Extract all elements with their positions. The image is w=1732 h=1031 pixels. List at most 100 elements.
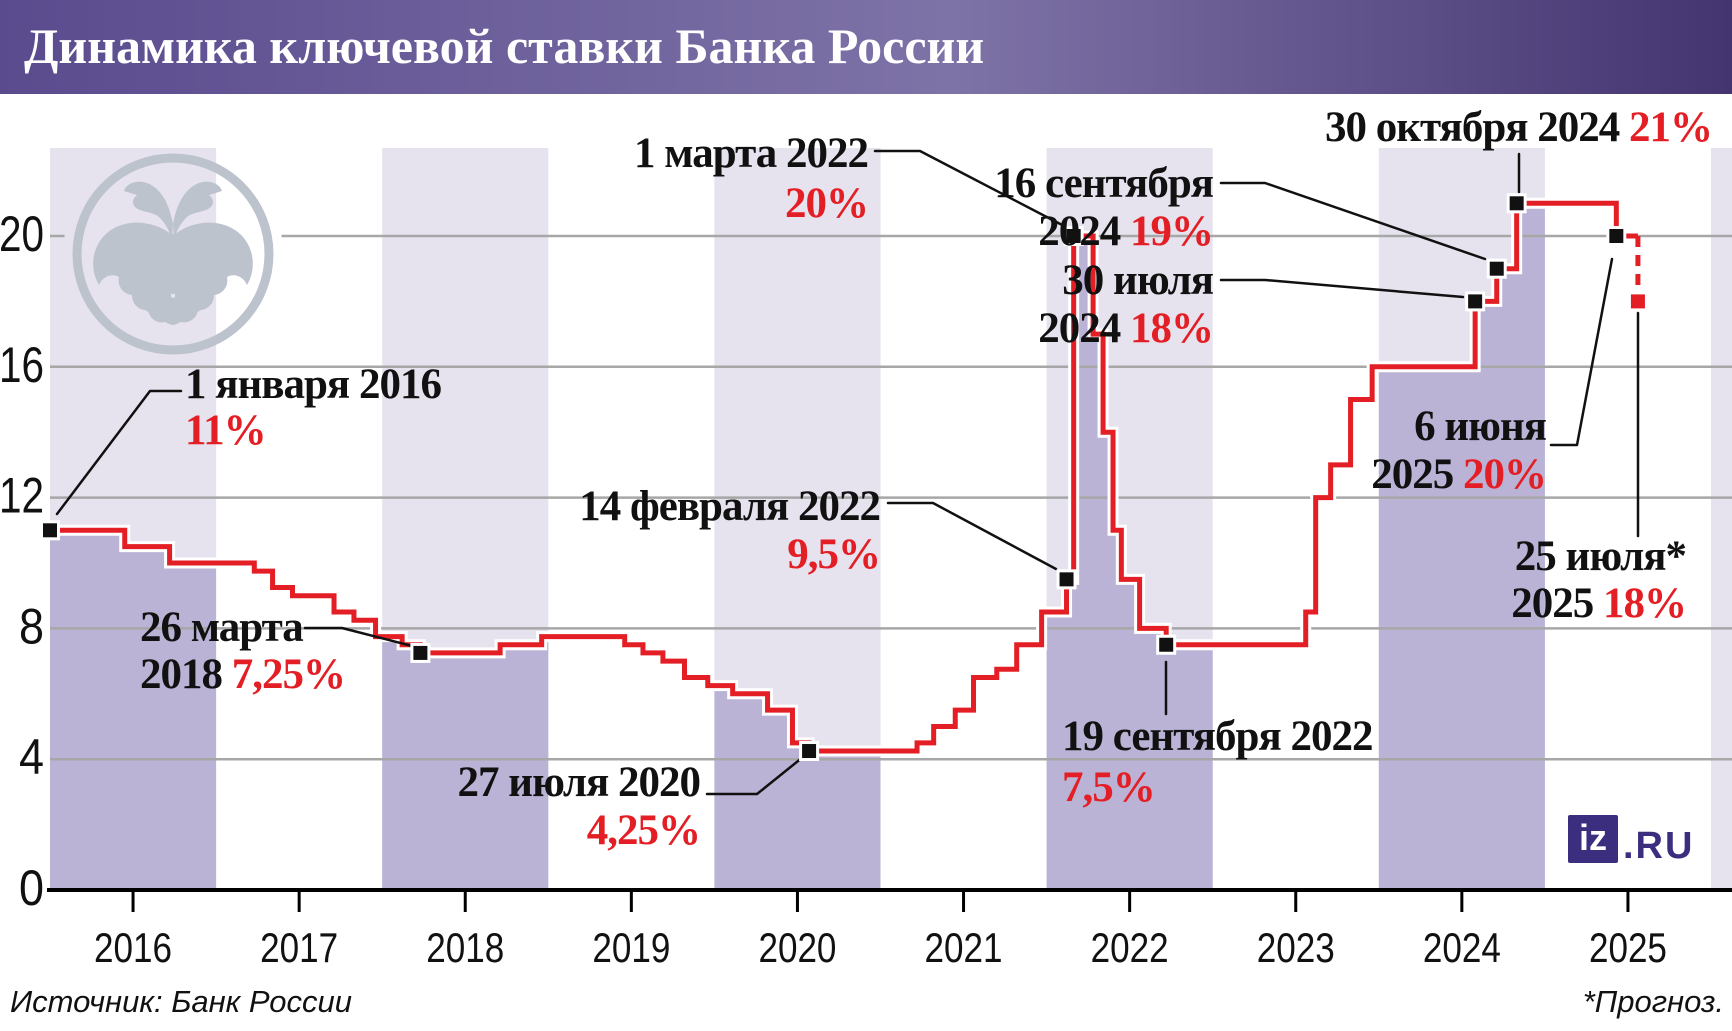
annotation-value: 7,5% (1062, 764, 1155, 811)
annotation-value: 19% (1130, 208, 1213, 255)
annotation-text: 4,25% (587, 807, 700, 854)
annotation-date: 6 июня (1414, 403, 1547, 450)
annotation-text: 2025 20% (1371, 451, 1546, 498)
data-point-marker (410, 642, 431, 663)
annotation-text: 30 июля (1062, 257, 1213, 304)
annotation-date: 26 марта (140, 604, 303, 651)
annotation-date: 19 сентября 2022 (1062, 713, 1372, 760)
callout-line (303, 626, 418, 649)
data-point-marker (1486, 258, 1507, 279)
eagle-tail-icon (154, 290, 192, 325)
source-note: Источник: Банк России (10, 984, 352, 1019)
data-point-marker (1063, 226, 1084, 246)
year-band (1711, 148, 1732, 890)
annotation-text: 1 января 2016 (185, 361, 441, 408)
forecast-note: *Прогноз. (1582, 984, 1724, 1019)
eagle-ring-icon (72, 153, 274, 355)
callout-line (886, 501, 1058, 571)
x-axis-label: 2024 (1423, 924, 1501, 971)
annotation-value: 4,25% (587, 807, 700, 854)
annotation-text: 1 марта 2022 (634, 130, 868, 177)
annotation-text: 11% (185, 407, 266, 454)
annotation-text: 2024 18% (1038, 305, 1213, 352)
callout-line (1219, 278, 1465, 299)
annotation-value: 20% (785, 180, 868, 227)
callout-line (705, 755, 805, 796)
annotation-date: 16 сентября (994, 160, 1213, 207)
annotation-date: 30 октября 2024 (1325, 104, 1629, 151)
callout-line (55, 389, 183, 516)
x-axis-label: 2020 (758, 924, 836, 971)
y-axis-label: 12 (0, 468, 44, 524)
x-axis-label: 2017 (260, 924, 338, 971)
annotation-date: 1 марта 2022 (634, 130, 868, 177)
cbr-eagle-watermark (72, 153, 274, 355)
annotation-date: 30 июля (1062, 257, 1213, 304)
izru-logo-suffix: .RU (1623, 825, 1695, 867)
chart-title: Динамика ключевой ставки Банка России (24, 18, 985, 74)
annotation-date: 25 июля* (1515, 533, 1686, 580)
x-axis-label: 2018 (426, 924, 504, 971)
annotation-text: 16 сентября (994, 160, 1213, 207)
eagle-body-icon (158, 234, 188, 294)
y-axis-label: 4 (19, 729, 44, 785)
annotation-date: 27 июля 2020 (458, 759, 700, 806)
callout-line (1549, 257, 1614, 447)
data-point-marker (1506, 193, 1527, 214)
annotation-date: 2025 (1511, 580, 1603, 627)
callout-line (1219, 181, 1487, 261)
annotation-date: 2018 (140, 651, 232, 698)
y-axis-label: 8 (19, 598, 44, 654)
annotation-text: 19 сентября 2022 (1062, 713, 1372, 760)
annotation-date: 2024 (1038, 208, 1130, 255)
annotation-value: 9,5% (787, 531, 880, 578)
data-point-marker (40, 520, 60, 541)
annotation-text: 6 июня (1414, 403, 1547, 450)
annotation-text: 2025 18% (1511, 580, 1686, 627)
annotation-text: 26 марта (140, 604, 303, 651)
annotation-text: 9,5% (787, 531, 880, 578)
annotation-value: 7,25% (232, 651, 345, 698)
x-axis-label: 2016 (94, 924, 172, 971)
bands-layer (50, 148, 1732, 890)
annotation-text: 27 июля 2020 (458, 759, 700, 806)
data-point-marker (1465, 291, 1486, 312)
eagle-wing-icon (93, 222, 171, 323)
data-point-marker (1156, 634, 1177, 655)
izru-logo-icon: iz (1568, 815, 1618, 863)
annotation-date: 14 февраля 2022 (579, 483, 880, 530)
annotation-date: 2025 (1371, 451, 1463, 498)
annotation-text: 30 октября 2024 21% (1325, 104, 1712, 151)
series-layer (50, 197, 1641, 757)
annotation-value: 21% (1629, 104, 1712, 151)
annotation-value: 20% (1463, 451, 1546, 498)
annotation-text: 2018 7,25% (140, 651, 345, 698)
callout-line (873, 149, 1068, 229)
annotation-date: 2024 (1038, 305, 1130, 352)
eagle-head-icon (124, 181, 173, 240)
data-point-marker (1056, 569, 1077, 590)
annotation-date: 1 января 2016 (185, 361, 441, 408)
y-axis-label: 0 (19, 860, 44, 916)
forecast-marker (1627, 291, 1648, 312)
x-axis-label: 2021 (925, 924, 1003, 971)
data-point-marker (799, 741, 820, 762)
annotation-text: 25 июля* (1515, 533, 1686, 580)
annotation-value: 18% (1603, 580, 1686, 627)
axis-layer: 0 4 8 12 16 20 2016 2017 2018 2019 2020 2021 2022 202… (0, 206, 1732, 971)
eagle-claw-icon (142, 296, 157, 312)
annotation-value: 11% (185, 407, 266, 454)
annotation-value: 18% (1130, 305, 1213, 352)
annotation-text: 2024 19% (1038, 208, 1213, 255)
annotation-text: 7,5% (1062, 764, 1155, 811)
data-point-marker (1606, 226, 1627, 246)
annotation-text: 20% (785, 180, 868, 227)
x-axis-label: 2019 (592, 924, 670, 971)
annotation-text: 14 февраля 2022 (579, 483, 880, 530)
title-bar: Динамика ключевой ставки Банка России (0, 0, 1732, 94)
x-axis-label: 2025 (1589, 924, 1667, 971)
x-axis-label: 2023 (1257, 924, 1335, 971)
rate-line (50, 200, 1638, 754)
